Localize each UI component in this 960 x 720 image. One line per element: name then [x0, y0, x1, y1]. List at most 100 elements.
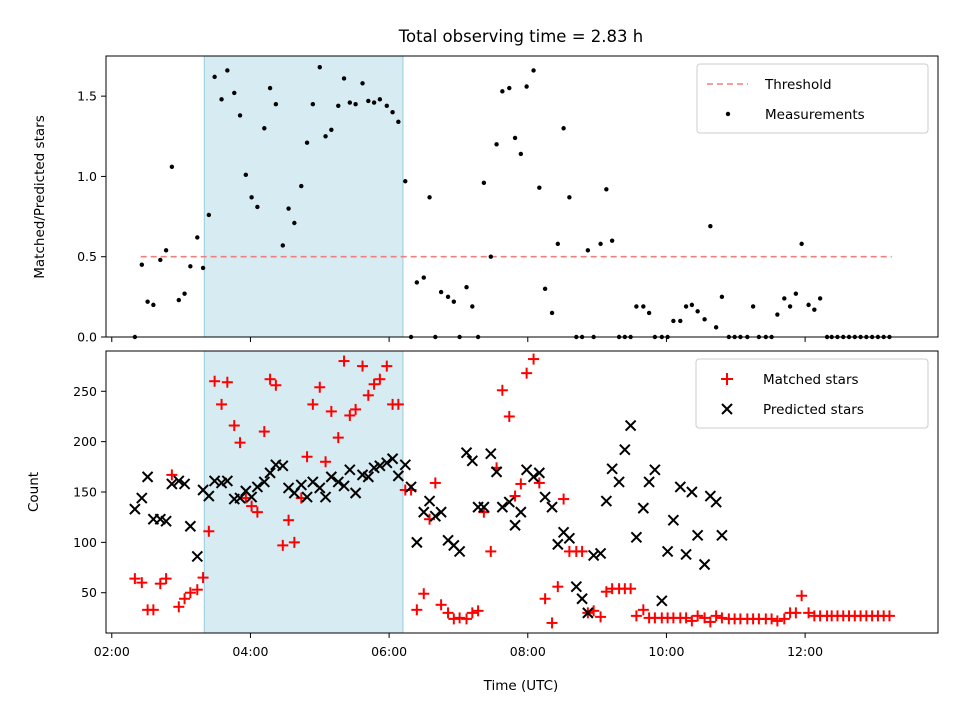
measurement-point — [719, 294, 725, 300]
matched-star-point — [528, 353, 540, 365]
measurement-point — [384, 103, 389, 108]
predicted-star-point — [527, 471, 540, 483]
measurement-point — [396, 119, 401, 125]
predicted-star-point — [405, 481, 417, 493]
measurement-point — [280, 243, 285, 248]
measurement-point — [329, 127, 334, 133]
bottom-y-tick-label: 100 — [73, 535, 97, 550]
measurement-point — [273, 101, 279, 107]
matched-star-point — [503, 410, 515, 422]
top-points-group — [132, 65, 892, 340]
predicted-star-point — [661, 545, 674, 558]
predicted-star-point — [613, 476, 625, 488]
predicted-star-point — [485, 448, 497, 460]
measurement-point — [708, 224, 713, 229]
predicted-star-point — [716, 529, 728, 542]
matched-star-point — [368, 378, 380, 390]
matched-star-point — [686, 615, 698, 627]
matched-star-point — [357, 360, 369, 372]
measurement-point — [403, 179, 408, 184]
matched-star-point — [521, 367, 533, 379]
predicted-star-point — [392, 470, 405, 482]
matched-star-point — [778, 613, 790, 625]
x-axis-label: Time (UTC) — [483, 678, 559, 694]
matched-star-point — [790, 607, 802, 619]
top-legend: Threshold Measurements — [696, 63, 929, 134]
predicted-star-point — [251, 481, 264, 493]
predicted-star-point — [509, 519, 521, 531]
top-y-axis-label: Matched/Predicted stars — [32, 115, 48, 278]
matched-star-point — [539, 593, 551, 605]
predicted-star-point — [264, 467, 276, 479]
measurement-point — [421, 275, 426, 280]
measurement-point — [470, 304, 475, 309]
predicted-star-point — [667, 514, 680, 526]
measurement-point — [366, 98, 371, 104]
matched-star-point — [766, 613, 778, 625]
predicted-star-point — [515, 506, 527, 518]
measurement-point — [494, 142, 499, 147]
measurement-point — [555, 241, 561, 247]
predicted-star-point — [656, 595, 668, 607]
bottom-y-tick-label: 250 — [73, 384, 97, 399]
top-axes-frame — [105, 55, 939, 338]
predicted-star-point — [533, 467, 546, 479]
matched-star-point — [332, 432, 344, 444]
bottom-x-ticks: 02:00 04:00 06:00 08:00 10:00 12:00 — [94, 633, 823, 659]
matched-star-point — [576, 545, 588, 557]
matched-star-point — [216, 398, 228, 410]
measurement-point — [713, 325, 719, 330]
predicted-star-point — [624, 419, 637, 432]
measurement-point — [524, 84, 529, 89]
matched-star-point — [154, 578, 166, 590]
matched-star-point — [466, 607, 478, 619]
matched-star-point — [362, 389, 374, 401]
predicted-star-point — [338, 480, 350, 492]
measurement-point — [169, 164, 175, 169]
matched-star-point — [883, 610, 895, 622]
top-y-ticks: 0.0 0.5 1.0 1.5 — [77, 89, 106, 345]
matched-star-point — [595, 611, 607, 623]
predicted-star-point — [178, 478, 191, 490]
measurement-point — [609, 238, 615, 243]
top-y-tick-label: 0.5 — [77, 249, 97, 264]
x-tick-label: 08:00 — [510, 644, 546, 659]
predicted-star-point — [399, 459, 411, 471]
matched-star-point — [277, 539, 289, 551]
predicted-star-point — [594, 547, 607, 560]
predicted-star-point — [349, 487, 362, 499]
predicted-star-point — [295, 479, 307, 491]
legend-matched-label: Matched stars — [763, 372, 859, 388]
predicted-star-point — [570, 580, 583, 593]
matched-star-point — [796, 590, 808, 602]
measurement-point — [341, 76, 347, 81]
measurement-point — [414, 280, 420, 285]
predicted-star-point — [160, 515, 172, 527]
measurement-point — [195, 235, 200, 240]
matched-star-point — [184, 587, 196, 599]
measurement-point — [163, 248, 169, 253]
matched-star-point — [704, 616, 716, 628]
measurement-point — [158, 257, 163, 263]
matched-star-point — [136, 577, 148, 589]
matched-star-point — [129, 573, 141, 585]
predicted-star-point — [258, 476, 271, 488]
measurement-point — [360, 81, 365, 86]
measurement-point — [310, 101, 316, 107]
predicted-star-point — [203, 490, 215, 502]
matched-star-point — [418, 588, 430, 600]
top-chart-title: Total observing time = 2.83 h — [398, 27, 643, 46]
matched-star-point — [710, 610, 722, 622]
measurement-point — [267, 85, 273, 91]
matched-star-point — [381, 360, 393, 372]
measurement-point — [775, 312, 780, 317]
top-y-tick-label: 1.0 — [77, 169, 97, 184]
predicted-star-point — [606, 463, 618, 475]
matched-star-point — [344, 409, 356, 421]
matched-star-point — [179, 593, 191, 605]
predicted-star-point — [245, 491, 258, 503]
legend-measurements-label: Measurements — [765, 107, 865, 123]
measurement-point — [750, 304, 756, 309]
measurement-point — [353, 101, 358, 107]
measurement-point — [176, 297, 181, 303]
